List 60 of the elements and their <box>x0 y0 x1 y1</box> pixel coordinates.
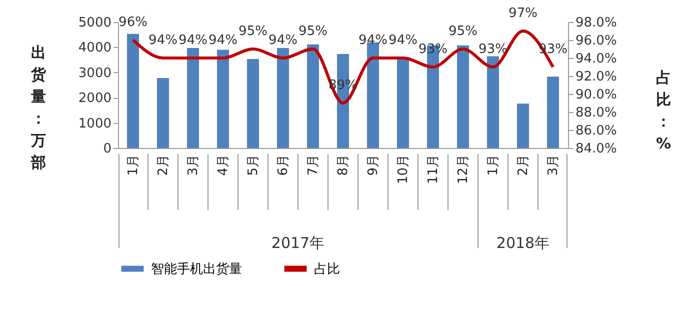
bar <box>457 45 469 148</box>
x-tick-label: 3月 <box>546 154 561 176</box>
x-tick-label: 4月 <box>216 154 231 176</box>
x-tick-label: 7月 <box>306 154 321 176</box>
data-label: 97% <box>508 6 538 21</box>
x-tick-label: 1月 <box>486 154 501 176</box>
y-tick-label: 3000 <box>78 66 112 81</box>
data-label: 95% <box>298 24 328 39</box>
data-label: 94% <box>178 33 208 48</box>
bar <box>487 56 499 148</box>
y2-axis-title: 占比：% <box>656 68 672 152</box>
data-label: 96% <box>118 15 148 30</box>
y2-tick-label: 88.0% <box>576 106 617 120</box>
y-tick-label: 0 <box>103 142 112 156</box>
y2-tick-label: 90.0% <box>576 88 617 102</box>
bar <box>277 48 289 148</box>
y-tick-label: 1000 <box>78 116 112 132</box>
y2-tick-label: 96.0% <box>576 34 617 48</box>
y2-tick-label: 92.0% <box>576 70 617 84</box>
data-label: 93% <box>478 42 508 57</box>
data-label: 94% <box>358 33 388 48</box>
text: 2018年 <box>496 234 550 252</box>
legend-label: 智能手机出货量 <box>151 262 242 277</box>
y-tick-label: 5000 <box>78 16 112 30</box>
y-tick-label: 2000 <box>78 91 112 106</box>
data-label: 94% <box>148 33 178 48</box>
bar <box>307 44 319 148</box>
bar <box>217 50 229 148</box>
x-tick-label: 2月 <box>156 154 171 176</box>
x-tick-label: 10月 <box>396 154 411 184</box>
bar <box>247 59 259 148</box>
x-tick-label: 6月 <box>276 154 291 176</box>
legend-label: 占比 <box>314 262 340 277</box>
y-axis-title: 出货量：万部 <box>30 44 47 172</box>
data-label: 94% <box>388 33 418 48</box>
y-tick-label: 4000 <box>78 40 112 56</box>
x-tick-label: 1月 <box>126 154 141 176</box>
x-tick-label: 12月 <box>456 154 471 184</box>
data-label: 89% <box>328 78 358 93</box>
y2-tick-label: 84.0% <box>576 142 617 156</box>
bar <box>187 48 199 148</box>
x-tick-label: 3月 <box>186 154 201 176</box>
x-tick-label: 5月 <box>246 154 261 176</box>
x-tick-label: 2月 <box>516 154 531 176</box>
x-tick-label: 11月 <box>426 154 441 184</box>
y2-tick-label: 86.0% <box>576 124 617 138</box>
bar <box>127 34 139 148</box>
bar <box>157 78 169 148</box>
data-label: 94% <box>208 33 238 48</box>
x-tick-label: 9月 <box>366 154 381 176</box>
y2-tick-label: 94.0% <box>576 52 617 66</box>
data-label: 95% <box>448 24 478 39</box>
x-tick-label: 8月 <box>336 154 351 176</box>
data-label: 95% <box>238 24 268 39</box>
bar <box>547 76 559 148</box>
bar <box>517 104 529 148</box>
bar <box>397 57 409 148</box>
y2-tick-label: 98.0% <box>576 16 617 30</box>
text: 2017年 <box>271 234 325 252</box>
data-label: 94% <box>268 33 298 48</box>
